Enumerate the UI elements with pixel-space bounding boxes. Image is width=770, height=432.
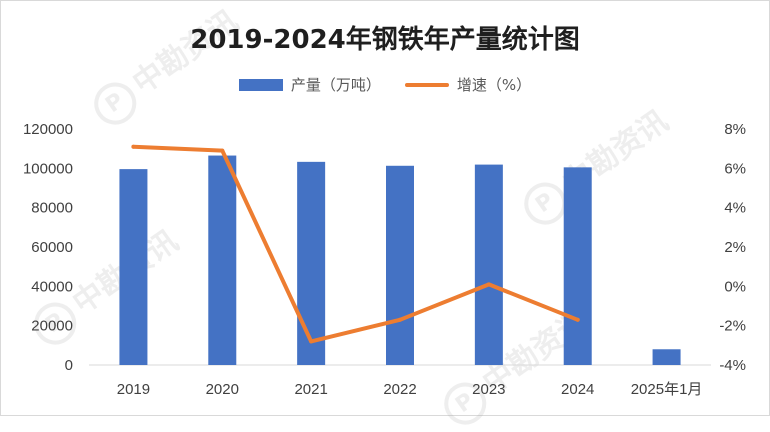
y-right-tick-label: -2% [719, 318, 746, 335]
legend-item-growth: 增速（%） [404, 74, 532, 95]
legend-line-swatch [404, 82, 449, 87]
line-growth-rate [131, 144, 580, 344]
x-tick-label: 2024 [561, 381, 594, 398]
bar-production [563, 167, 592, 365]
y-left-tick-label: 0 [65, 357, 73, 374]
x-tick-label: 2019 [117, 381, 150, 398]
x-tick-label: 2020 [206, 381, 239, 398]
y-left-tick-label: 40000 [31, 278, 73, 295]
legend-label-growth: 增速（%） [456, 76, 532, 94]
x-tick-label: 2025年1月 [631, 381, 703, 398]
x-tick-label: 2021 [294, 381, 327, 398]
legend-item-production: 产量（万吨） [238, 74, 381, 95]
bar-production [208, 155, 237, 365]
bar-production [652, 349, 681, 365]
line-growth-point [398, 317, 402, 322]
line-growth-point [131, 144, 136, 149]
bar-production [119, 169, 148, 365]
chart-plot: 0 20000 40000 60000 80000 100000 120000 -4% -2% 0… [23, 121, 746, 398]
chart-title: 2019-2024年钢铁年产量统计图 [190, 25, 580, 55]
bar-production [474, 164, 503, 365]
x-tick-label: 2023 [472, 381, 505, 398]
line-growth-point [309, 339, 314, 344]
chart-legend: 产量（万吨） 增速（%） [1, 74, 769, 95]
y-left-tick-label: 60000 [31, 239, 73, 256]
y-right-tick-label: 0% [724, 278, 746, 295]
y-left-tick-label: 20000 [31, 318, 73, 335]
y-left-tick-label: 120000 [23, 121, 73, 138]
line-growth-point [486, 282, 491, 287]
legend-label-production: 产量（万吨） [290, 76, 381, 94]
y-left-tick-label: 80000 [31, 200, 73, 217]
y-right-tick-label: 6% [724, 160, 746, 177]
x-tick-label: 2022 [383, 381, 416, 398]
y-right-tick-label: 8% [724, 121, 746, 138]
y-left-tick-label: 100000 [23, 160, 73, 177]
bar-production [386, 165, 414, 365]
line-growth-point [220, 148, 225, 153]
legend-bar-swatch [238, 78, 283, 91]
bar-production [297, 161, 326, 365]
y-right-tick-label: 4% [724, 200, 746, 217]
y-right-tick-label: 2% [724, 239, 746, 256]
y-right-tick-label: -4% [719, 357, 746, 374]
line-growth-point [575, 317, 580, 322]
